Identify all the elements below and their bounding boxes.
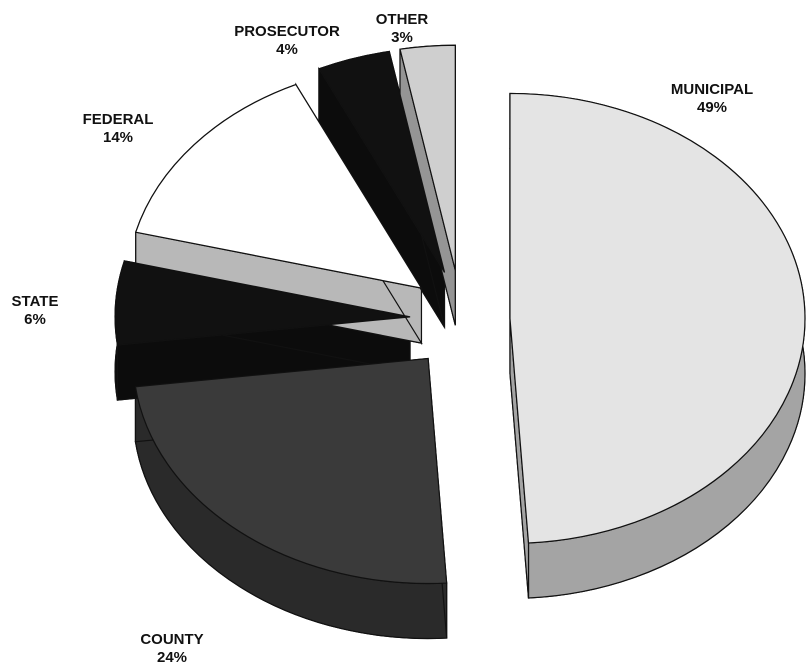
slice-top [134, 83, 423, 289]
slice-value-label: 4% [276, 41, 298, 58]
slice-label: COUNTY [140, 631, 203, 648]
slice-value-label: 3% [391, 29, 413, 46]
slice-value-label: 14% [103, 129, 133, 146]
slice-label: PROSECUTOR [234, 23, 340, 40]
slice-label: OTHER [376, 11, 429, 28]
slice-top [509, 92, 806, 544]
slice-label: STATE [12, 293, 59, 310]
slice-top [114, 260, 411, 346]
slice-top [399, 44, 456, 271]
slice-value-label: 6% [24, 311, 46, 328]
slice-top [318, 50, 446, 273]
slice-label: MUNICIPAL [671, 81, 753, 98]
slice-label: FEDERAL [83, 111, 154, 128]
slice-value-label: 49% [697, 99, 727, 116]
slice-value-label: 24% [157, 649, 187, 666]
slice-top [134, 357, 448, 585]
pie-tops [114, 44, 806, 585]
